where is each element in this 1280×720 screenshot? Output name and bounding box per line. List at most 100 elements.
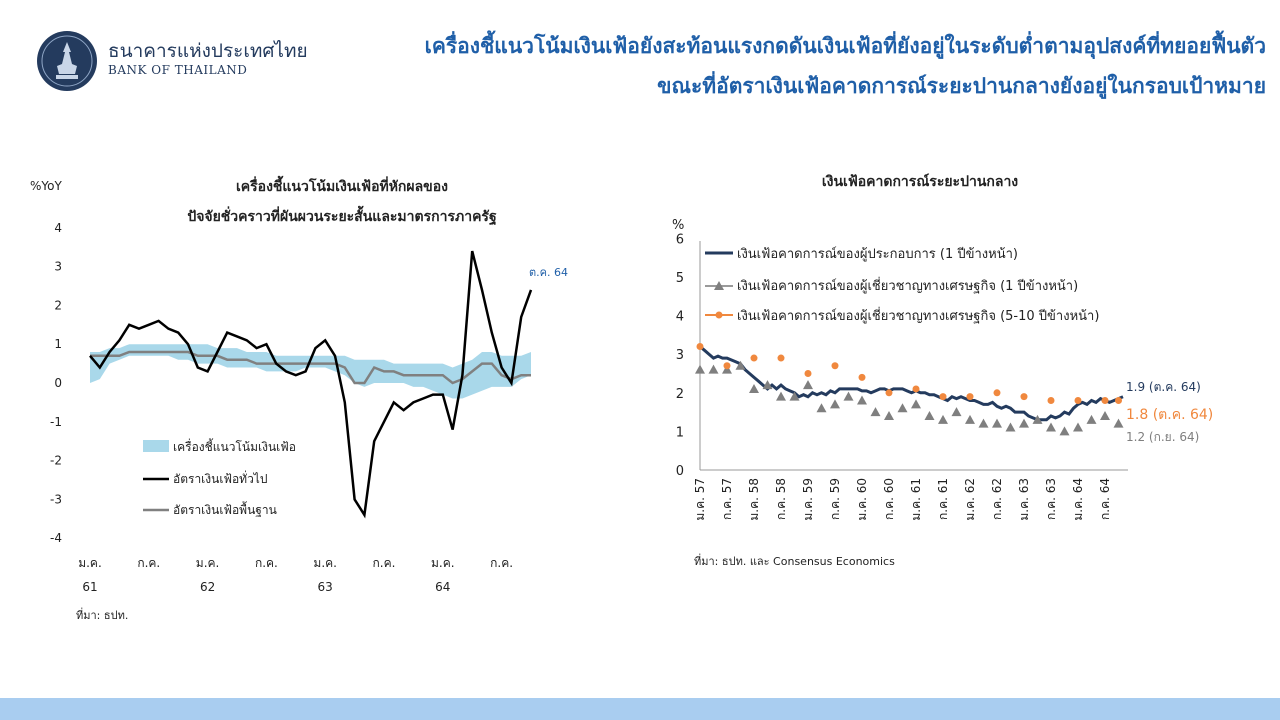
x-tick-label: ม.ค. — [78, 556, 102, 570]
legend-label-business: เงินเฟ้อคาดการณ์ของผู้ประกอบการ (1 ปีข้า… — [737, 246, 1018, 262]
consensus-5-10y-point — [804, 370, 812, 377]
y-tick-label: 1 — [54, 337, 62, 351]
chart2-ylabel: % — [672, 218, 684, 233]
chart2-legend: เงินเฟ้อคาดการณ์ของผู้ประกอบการ (1 ปีข้า… — [705, 246, 1099, 324]
x-tick-label: ก.ค. 64 — [1098, 478, 1112, 520]
x-tick-label: ม.ค. 61 — [909, 478, 923, 521]
core-inflation-line — [90, 350, 531, 385]
chart1-ylabel: %YoY — [30, 179, 62, 193]
end-label-consensus-5-10y: 1.8 (ต.ค. 64) — [1126, 407, 1213, 423]
business-expectation-line — [699, 345, 1124, 422]
legend-label-consensus-5-10y: เงินเฟ้อคาดการณ์ของผู้เชี่ยวชาญทางเศรษฐก… — [737, 307, 1099, 324]
legend-marker-consensus-5-10y — [715, 311, 723, 319]
x-tick-label: ก.ค. 58 — [774, 478, 788, 520]
consensus-1y-point — [938, 414, 948, 424]
consensus-5-10y-point — [777, 354, 785, 362]
y-tick-label: -2 — [50, 454, 62, 468]
consensus-1y-point — [911, 399, 921, 409]
consensus-1y-point — [884, 410, 894, 420]
x-tick-label: ก.ค. — [490, 556, 513, 570]
consensus-1y-point — [1059, 426, 1070, 436]
legend-label-consensus-1y: เงินเฟ้อคาดการณ์ของผู้เชี่ยวชาญทางเศรษฐก… — [737, 277, 1078, 294]
consensus-1y-point — [762, 380, 773, 390]
year-label: 64 — [435, 580, 450, 594]
y-tick-label: 2 — [54, 298, 62, 312]
y-tick-label: 5 — [676, 271, 684, 286]
x-tick-label: ม.ค. 57 — [693, 478, 707, 521]
page-title: เครื่องชี้แนวโน้มเงินเฟ้อยังสะท้อนแรงกดด… — [366, 26, 1266, 106]
y-tick-label: 0 — [54, 376, 62, 390]
consensus-1y-point — [830, 399, 840, 409]
x-tick-label: ก.ค. — [255, 556, 278, 570]
consensus-5-10y-point — [723, 362, 731, 370]
consensus-1y-point — [749, 383, 759, 393]
consensus-1y-point — [695, 364, 705, 374]
consensus-5-10y-point — [696, 342, 704, 350]
consensus-1y-point — [1073, 422, 1083, 432]
consensus-5-10y-point — [831, 362, 839, 370]
chart1-title: เครื่องชี้แนวโน้มเงินเฟ้อที่หักผลของ — [236, 175, 448, 195]
x-tick-label: ม.ค. — [196, 556, 220, 570]
consensus-1y-point — [924, 410, 935, 420]
bank-name-th: ธนาคารแห่งประเทศไทย — [108, 40, 308, 62]
consensus-5-10y-point — [912, 385, 920, 393]
consensus-1y-point — [708, 364, 719, 374]
chart1-legend: เครื่องชี้แนวโน้มเงินเฟ้อ อัตราเงินเฟ้อท… — [143, 438, 296, 517]
y-tick-label: 4 — [676, 310, 684, 325]
legend-swatch-band — [143, 440, 169, 452]
chart-core-inflation: %YoY เครื่องชี้แนวโน้มเงินเฟ้อที่หักผลขอ… — [30, 175, 568, 622]
y-tick-label: 3 — [676, 348, 684, 363]
chart2-source: ที่มา: ธปท. และ Consensus Economics — [694, 553, 895, 568]
x-tick-label: ก.ค. 59 — [828, 478, 842, 520]
consensus-5-10y-point — [1047, 397, 1055, 405]
y-tick-label: 6 — [676, 232, 684, 247]
end-label-business: 1.9 (ต.ค. 64) — [1126, 380, 1201, 394]
consensus-1y-point — [857, 395, 867, 405]
consensus-1y-point — [1005, 422, 1016, 432]
chart1-annotation: ต.ค. 64 — [529, 266, 568, 279]
consensus-5-10y-point — [966, 393, 974, 401]
consensus-1y-point — [870, 407, 881, 417]
consensus-5-10y-point — [858, 373, 866, 381]
consensus-1y-point — [803, 380, 813, 390]
y-tick-label: 2 — [676, 387, 684, 402]
bank-name-en: BANK OF THAILAND — [108, 63, 248, 77]
consensus-1y-point — [789, 391, 800, 401]
headline-inflation-line — [89, 250, 533, 519]
x-tick-label: ก.ค. 57 — [720, 478, 734, 520]
consensus-5-10y-point — [885, 389, 893, 397]
consensus-5-10y-point — [1020, 393, 1028, 401]
y-tick-label: 4 — [54, 221, 62, 235]
consensus-1y-point — [1019, 418, 1029, 428]
x-tick-label: ม.ค. 63 — [1017, 478, 1031, 521]
x-tick-label: ก.ค. 61 — [936, 478, 950, 520]
legend-marker-consensus-1y — [714, 281, 724, 290]
x-tick-label: ม.ค. 59 — [801, 478, 815, 521]
chart2-title: เงินเฟ้อคาดการณ์ระยะปานกลาง — [822, 173, 1018, 190]
chart1-source: ที่มา: ธปท. — [76, 607, 128, 622]
x-tick-label: ม.ค. 64 — [1071, 478, 1085, 521]
y-tick-label: -3 — [50, 492, 62, 506]
x-tick-label: ก.ค. — [137, 556, 160, 570]
consensus-1y-point — [1100, 410, 1110, 420]
chart1-subtitle: ปัจจัยชั่วคราวที่ผันผวนระยะสั้นและมาตรกา… — [187, 205, 497, 226]
consensus-1y-point — [1046, 422, 1056, 432]
footer-bar — [0, 698, 1280, 720]
x-tick-label: ก.ค. — [373, 556, 396, 570]
consensus-1y-point — [965, 414, 975, 424]
consensus-1y-point — [1086, 414, 1097, 424]
chart-inflation-expectations: เงินเฟ้อคาดการณ์ระยะปานกลาง % 6 5 4 3 2 1 0 ม.ค… — [672, 173, 1213, 568]
y-tick-label: -1 — [50, 415, 62, 429]
consensus-1y-point — [816, 403, 827, 413]
trend-band-area — [90, 344, 531, 399]
legend-label-band: เครื่องชี้แนวโน้มเงินเฟ้อ — [173, 438, 296, 454]
x-tick-label: ก.ค. 63 — [1044, 478, 1058, 520]
x-tick-label: ม.ค. — [431, 556, 455, 570]
consensus-5-10y-point — [993, 389, 1001, 397]
y-tick-label: 3 — [54, 260, 62, 274]
consensus-5-10y-point — [1074, 397, 1082, 405]
x-tick-label: ม.ค. 58 — [747, 478, 761, 521]
legend-label-headline: อัตราเงินเฟ้อทั่วไป — [173, 470, 267, 486]
y-tick-label: 0 — [676, 464, 684, 479]
legend-label-core: อัตราเงินเฟ้อพื้นฐาน — [173, 501, 277, 517]
